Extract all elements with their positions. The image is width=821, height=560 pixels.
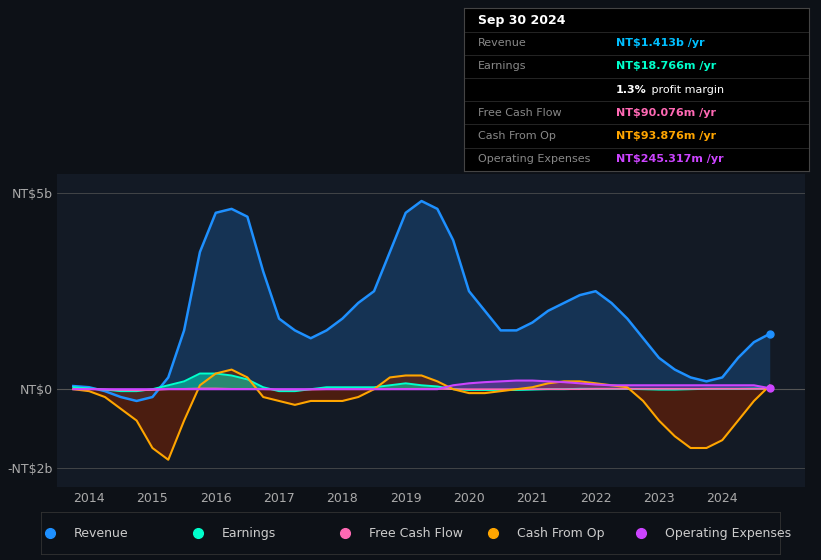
Text: NT$18.766m /yr: NT$18.766m /yr bbox=[616, 62, 716, 72]
Text: 1.3%: 1.3% bbox=[616, 85, 646, 95]
Text: Operating Expenses: Operating Expenses bbox=[665, 527, 791, 540]
Text: Cash From Op: Cash From Op bbox=[478, 131, 556, 141]
Text: Revenue: Revenue bbox=[74, 527, 128, 540]
Text: Earnings: Earnings bbox=[222, 527, 276, 540]
Text: Sep 30 2024: Sep 30 2024 bbox=[478, 13, 565, 26]
Text: NT$245.317m /yr: NT$245.317m /yr bbox=[616, 154, 723, 164]
Text: Revenue: Revenue bbox=[478, 38, 526, 48]
Text: Free Cash Flow: Free Cash Flow bbox=[478, 108, 562, 118]
Text: Operating Expenses: Operating Expenses bbox=[478, 154, 590, 164]
Text: NT$90.076m /yr: NT$90.076m /yr bbox=[616, 108, 716, 118]
Text: Free Cash Flow: Free Cash Flow bbox=[369, 527, 463, 540]
Text: NT$93.876m /yr: NT$93.876m /yr bbox=[616, 131, 716, 141]
Text: NT$1.413b /yr: NT$1.413b /yr bbox=[616, 38, 704, 48]
Text: Earnings: Earnings bbox=[478, 62, 526, 72]
Text: Cash From Op: Cash From Op bbox=[517, 527, 604, 540]
Text: profit margin: profit margin bbox=[649, 85, 724, 95]
